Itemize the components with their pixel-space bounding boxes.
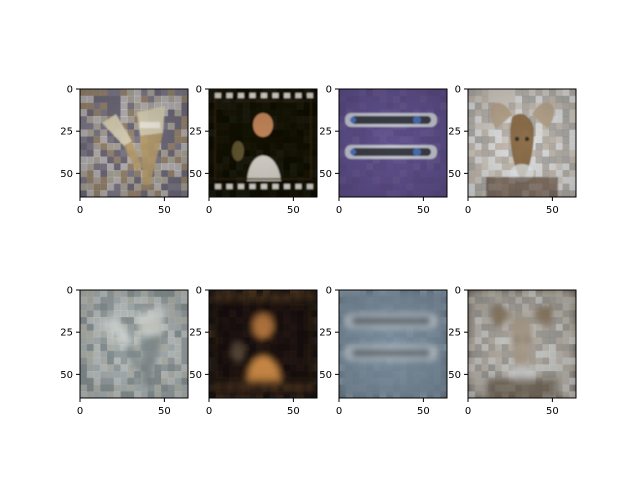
axes-frame — [208, 88, 318, 198]
panel-image — [209, 89, 317, 197]
panel-original-3: 0 50 0 25 50 — [319, 85, 448, 216]
axes-frame — [338, 289, 448, 399]
panel-original-2: 0 50 0 25 50 — [189, 85, 318, 216]
panel-image — [209, 290, 317, 398]
y-tick-label: 0 — [455, 85, 461, 96]
axes-frame — [467, 289, 577, 399]
axes-frame — [467, 88, 577, 198]
y-tick-label: 25 — [319, 328, 332, 339]
x-tick-label: 50 — [287, 205, 300, 216]
y-tick-label: 25 — [319, 127, 332, 138]
y-tick-label: 50 — [319, 169, 332, 180]
image-vignette — [80, 89, 188, 197]
y-tick-label: 50 — [60, 370, 73, 381]
panel-image — [80, 290, 188, 398]
panels: 0 50 0 25 50 0 50 0 25 50 0 50 0 25 50 0 50 0 25 50 0 50 0 25 50… — [60, 85, 577, 417]
image-vignette — [468, 89, 576, 197]
x-tick-label: 0 — [465, 406, 471, 417]
panel-image — [80, 89, 188, 197]
y-tick-label: 25 — [448, 127, 461, 138]
image-vignette — [209, 290, 317, 398]
x-tick-label: 50 — [546, 406, 559, 417]
y-tick-label: 25 — [189, 127, 202, 138]
image-vignette — [468, 290, 576, 398]
panel-image — [339, 89, 447, 197]
y-tick-label: 0 — [326, 85, 332, 96]
x-tick-label: 0 — [206, 205, 212, 216]
panel-original-1: 0 50 0 25 50 — [60, 85, 189, 216]
y-tick-label: 0 — [196, 85, 202, 96]
y-tick-label: 25 — [60, 328, 73, 339]
y-tick-label: 50 — [60, 169, 73, 180]
x-tick-label: 0 — [336, 205, 342, 216]
axes-frame — [338, 88, 448, 198]
y-tick-label: 0 — [196, 286, 202, 297]
panel-reconstruction-7: 0 50 0 25 50 — [319, 286, 448, 417]
image-vignette — [339, 290, 447, 398]
x-tick-label: 0 — [336, 406, 342, 417]
y-tick-label: 50 — [448, 370, 461, 381]
x-tick-label: 0 — [77, 205, 83, 216]
x-tick-label: 50 — [158, 205, 171, 216]
y-tick-label: 50 — [448, 169, 461, 180]
y-tick-label: 50 — [319, 370, 332, 381]
panel-image — [468, 290, 576, 398]
x-tick-label: 0 — [465, 205, 471, 216]
y-tick-label: 0 — [67, 85, 73, 96]
y-tick-label: 25 — [448, 328, 461, 339]
x-tick-label: 0 — [206, 406, 212, 417]
panel-original-4: 0 50 0 25 50 — [448, 85, 577, 216]
y-tick-label: 0 — [67, 286, 73, 297]
panel-reconstruction-8: 0 50 0 25 50 — [448, 286, 577, 417]
y-tick-label: 0 — [455, 286, 461, 297]
x-tick-label: 0 — [77, 406, 83, 417]
x-tick-label: 50 — [546, 205, 559, 216]
image-vignette — [80, 290, 188, 398]
axes-frame — [208, 289, 318, 399]
panel-reconstruction-5: 0 50 0 25 50 — [60, 286, 189, 417]
panel-image — [339, 290, 447, 398]
y-tick-label: 50 — [189, 169, 202, 180]
panel-reconstruction-6: 0 50 0 25 50 — [189, 286, 318, 417]
x-tick-label: 50 — [417, 205, 430, 216]
panel-image — [468, 89, 576, 197]
y-tick-label: 25 — [189, 328, 202, 339]
x-tick-label: 50 — [158, 406, 171, 417]
x-tick-label: 50 — [287, 406, 300, 417]
image-vignette — [209, 89, 317, 197]
image-vignette — [339, 89, 447, 197]
y-tick-label: 50 — [189, 370, 202, 381]
x-tick-label: 50 — [417, 406, 430, 417]
y-tick-label: 25 — [60, 127, 73, 138]
axes-frame — [79, 88, 189, 198]
y-tick-label: 0 — [326, 286, 332, 297]
axes-frame — [79, 289, 189, 399]
